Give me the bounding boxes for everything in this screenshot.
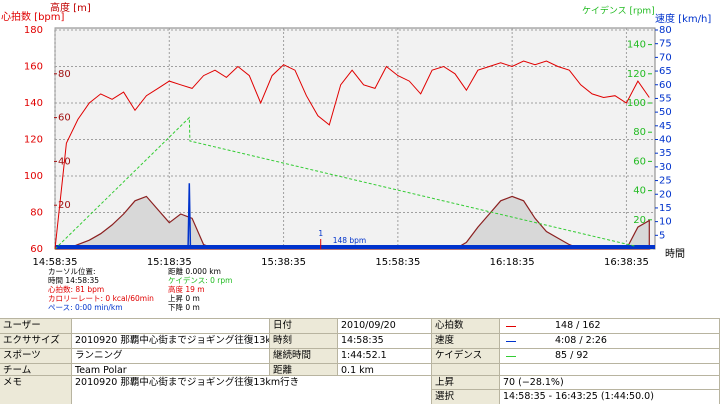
field-label: ケイデンス [432, 349, 500, 364]
field-value: ランニング [72, 349, 270, 364]
speed-tick-label: 70 [659, 52, 672, 63]
memo-value: 2010920 那覇中心街までジョギング往復13km行き [72, 376, 432, 404]
cursor-line: 上昇 0 m [168, 294, 200, 303]
speed-tick-label: 25 [659, 176, 672, 187]
field-label: 選択 [432, 390, 500, 404]
speed-tick-label: 75 [659, 39, 672, 50]
speed-tick-label: 10 [659, 217, 672, 228]
field-label: 速度 [432, 334, 500, 349]
speed-tick-label: 60 [659, 80, 672, 91]
field-label: 距離 [270, 364, 338, 376]
hr-tick-label: 120 [24, 135, 43, 146]
legend-line [506, 341, 516, 342]
lap-marker-label: 1 [318, 229, 323, 238]
field-label: メモ [0, 376, 72, 404]
cursor-line: ケイデンス: 0 rpm [168, 275, 232, 285]
cursor-line: 下降 0 m [168, 302, 200, 312]
hr-tick-label: 140 [24, 98, 43, 109]
series-line [54, 60, 650, 250]
x-axis-label: 時間 [665, 248, 685, 260]
altitude-axis-label: 高度 [m] [50, 1, 91, 14]
speed-tick-label: 30 [659, 162, 672, 173]
cadence-tick-label: 20 [633, 215, 646, 226]
cursor-line: 時間 14:58:35 [48, 276, 99, 285]
cursor-line: カーソル位置: [48, 266, 96, 276]
speed-tick-label: 40 [659, 135, 672, 146]
hr-tick-label: 180 [24, 25, 43, 36]
speed-tick-label: 45 [659, 121, 672, 132]
legend-line [506, 356, 516, 357]
field-value [72, 319, 270, 334]
lap-marker-text: 148 bpm [333, 236, 367, 245]
x-tick-label: 16:18:35 [490, 257, 535, 268]
field-value: 4:08 / 2:26 [500, 334, 720, 349]
x-tick-label: 15:58:35 [375, 257, 420, 268]
cadence-tick-label: 80 [633, 127, 646, 138]
altitude-tick-label: 60 [58, 113, 71, 124]
speed-tick-label: 35 [659, 148, 672, 159]
speed-tick-label: 15 [659, 203, 672, 214]
cursor-line: カロリーレート: 0 kcal/60min [48, 294, 154, 303]
cadence-axis-label: ケイデンス [rpm] [582, 5, 655, 17]
x-tick-label: 16:38:35 [604, 257, 649, 268]
speed-tick-label: 55 [659, 93, 672, 104]
field-value [500, 364, 720, 376]
cursor-line: 高度 19 m [168, 284, 205, 294]
hr-tick-label: 80 [30, 208, 43, 219]
field-value: 85 / 92 [500, 349, 720, 364]
field-value: 14:58:35 - 16:43:25 (1:44:50.0) [500, 390, 720, 404]
field-label: 継続時間 [270, 349, 338, 364]
field-label [432, 364, 500, 376]
field-value: 2010920 那覇中心街までジョギング往復13km行き [72, 334, 270, 349]
field-value: 70 (−28.1%) [500, 376, 720, 390]
speed-tick-label: 50 [659, 107, 672, 118]
cadence-tick-label: 140 [627, 40, 646, 51]
speed-tick-label: 65 [659, 66, 672, 77]
altitude-tick-label: 20 [58, 200, 71, 211]
cadence-tick-label: 100 [627, 98, 646, 109]
field-value: Team Polar [72, 364, 270, 376]
field-label: エクササイズ [0, 334, 72, 349]
x-tick-label: 15:18:35 [147, 257, 192, 268]
field-label: ユーザー [0, 319, 72, 334]
summary-table: ユーザー 日付 2010/09/20 心拍数 148 / 162 エクササイズ 201092… [0, 318, 720, 404]
cadence-tick-label: 120 [627, 69, 646, 80]
cursor-panel: カーソル位置: 時間 14:58:35 心拍数: 81 bpm カロリーレート:… [48, 266, 232, 312]
field-value: 2010/09/20 [338, 319, 432, 334]
hr-tick-label: 100 [24, 171, 43, 182]
x-tick-label: 15:38:35 [261, 257, 306, 268]
field-label: 心拍数 [432, 319, 500, 334]
field-value: 14:58:35 [338, 334, 432, 349]
field-label: 上昇 [432, 376, 500, 390]
cadence-tick-label: 60 [633, 156, 646, 167]
speed-tick-label: 80 [659, 25, 672, 36]
cursor-line: 心拍数: 81 bpm [48, 284, 104, 294]
hr-tick-label: 60 [30, 244, 43, 255]
altitude-tick-label: 80 [58, 69, 71, 80]
field-label: スポーツ [0, 349, 72, 364]
speed-tick-label: 5 [659, 230, 665, 241]
series-line [55, 183, 654, 248]
cadence-tick-label: 40 [633, 186, 646, 197]
legend-line [506, 326, 516, 327]
hr-axis-label: 心拍数 [bpm] [1, 10, 65, 23]
chart: 心拍数 [bpm] 高度 [m] ケイデンス [rpm] 速度 [km/h] 時… [1, 1, 712, 312]
field-label: 日付 [270, 319, 338, 334]
field-value: 0.1 km [338, 364, 432, 376]
field-label: 時刻 [270, 334, 338, 349]
field-value: 148 / 162 [500, 319, 720, 334]
cursor-line: 距離 0.000 km [168, 266, 221, 276]
cursor-line: ペース: 0:00 min/km [48, 303, 123, 312]
field-label: チーム [0, 364, 72, 376]
x-tick-label: 14:58:35 [33, 257, 78, 268]
hr-tick-label: 160 [24, 62, 43, 73]
speed-axis-label: 速度 [km/h] [655, 12, 711, 25]
field-value: 1:44:52.1 [338, 349, 432, 364]
speed-tick-label: 20 [659, 189, 672, 200]
